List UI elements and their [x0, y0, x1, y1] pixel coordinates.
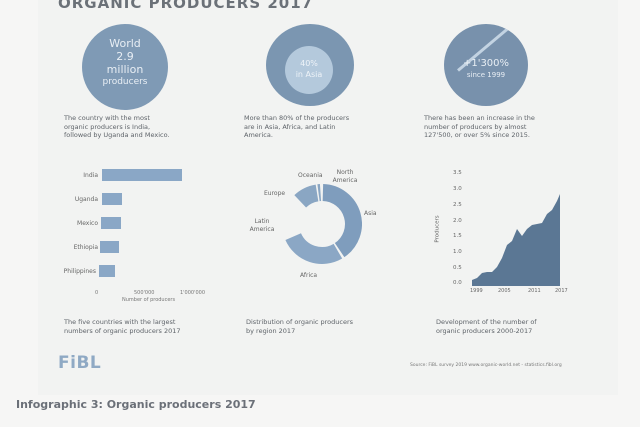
top-countries-bar-chart: India Uganda Mexico Ethiopia Philippines… — [48, 166, 228, 306]
x-tick: 500'000 — [134, 290, 155, 296]
caption-donut-chart: Distribution of organic producers by reg… — [246, 318, 354, 335]
donut-slice-africa — [285, 232, 343, 264]
donut-label: North America — [332, 169, 358, 184]
y-tick: 1.5 — [453, 233, 462, 239]
producers-area-chart: 3.5 3.0 2.5 2.0 1.5 1.0 0.5 0.0 Producer… — [435, 170, 572, 294]
asia-label: in Asia — [295, 70, 323, 79]
y-tick: 0.0 — [453, 280, 462, 286]
area-plot — [472, 194, 560, 286]
description-growth: There has been an increase in the number… — [424, 114, 535, 139]
x-tick: 2005 — [498, 288, 511, 294]
x-axis-label: Number of producers — [122, 297, 176, 303]
growth-circle: +1'300% since 1999 — [444, 24, 528, 106]
circle-line: World — [109, 37, 141, 50]
y-tick: 0.5 — [453, 265, 462, 271]
bar-label: India — [83, 172, 98, 179]
y-axis-label: Producers — [434, 215, 441, 243]
x-tick: 2011 — [528, 288, 541, 294]
bar-label: Mexico — [77, 220, 98, 227]
bar-ethiopia — [100, 241, 119, 253]
bar-label: Ethiopia — [73, 244, 98, 251]
y-tick: 2.5 — [453, 202, 462, 208]
caption-bar-chart: The five countries with the largest numb… — [64, 318, 181, 335]
y-tick: 3.5 — [453, 170, 462, 176]
y-tick: 2.0 — [453, 218, 462, 224]
y-tick: 3.0 — [453, 186, 462, 192]
donut-label: Europe — [264, 190, 286, 197]
description-top-countries: The country with the most organic produc… — [64, 114, 170, 139]
circle-line: producers — [102, 77, 148, 87]
donut-label: Oceania — [298, 172, 323, 179]
x-tick: 2017 — [555, 288, 568, 294]
asia-inner-circle: 40% in Asia — [285, 46, 333, 94]
region-donut-chart — [285, 184, 362, 264]
growth-since: since 1999 — [466, 71, 506, 79]
x-tick: 1'000'000 — [180, 290, 206, 296]
bar-india — [102, 169, 182, 181]
source-note: Source: FiBL survey 2019 www.organic-wor… — [410, 363, 562, 368]
bar-label: Uganda — [74, 196, 98, 203]
circle-line: 2.9 — [116, 50, 134, 63]
donut-slice-asia — [322, 184, 362, 258]
bar-uganda — [102, 193, 122, 205]
description-regions: More than 80% of the producers are in As… — [244, 114, 350, 139]
caption-area-chart: Development of the number of organic pro… — [436, 318, 537, 335]
bar-mexico — [101, 217, 121, 229]
figure-caption: Infographic 3: Organic producers 2017 — [16, 398, 256, 411]
fibl-logo: FiBL — [58, 353, 102, 373]
x-tick: 0 — [95, 290, 99, 296]
donut-label: Latin America — [249, 218, 275, 233]
bar-philippines — [99, 265, 115, 277]
x-tick: 1999 — [470, 288, 483, 294]
asia-share-circle: 40% in Asia — [266, 24, 354, 106]
asia-percent: 40% — [300, 59, 318, 68]
growth-percent: +1'300% — [462, 58, 510, 69]
donut-label: Africa — [300, 272, 318, 279]
infographic-title: ORGANIC PRODUCERS 2017 — [58, 0, 314, 12]
circle-line: million — [106, 63, 144, 76]
world-producers-circle: World 2.9 million producers — [82, 24, 168, 110]
donut-slice-europe — [294, 184, 319, 208]
donut-label: Asia — [364, 210, 377, 217]
bar-label: Philippines — [63, 268, 96, 275]
y-tick: 1.0 — [453, 249, 462, 255]
